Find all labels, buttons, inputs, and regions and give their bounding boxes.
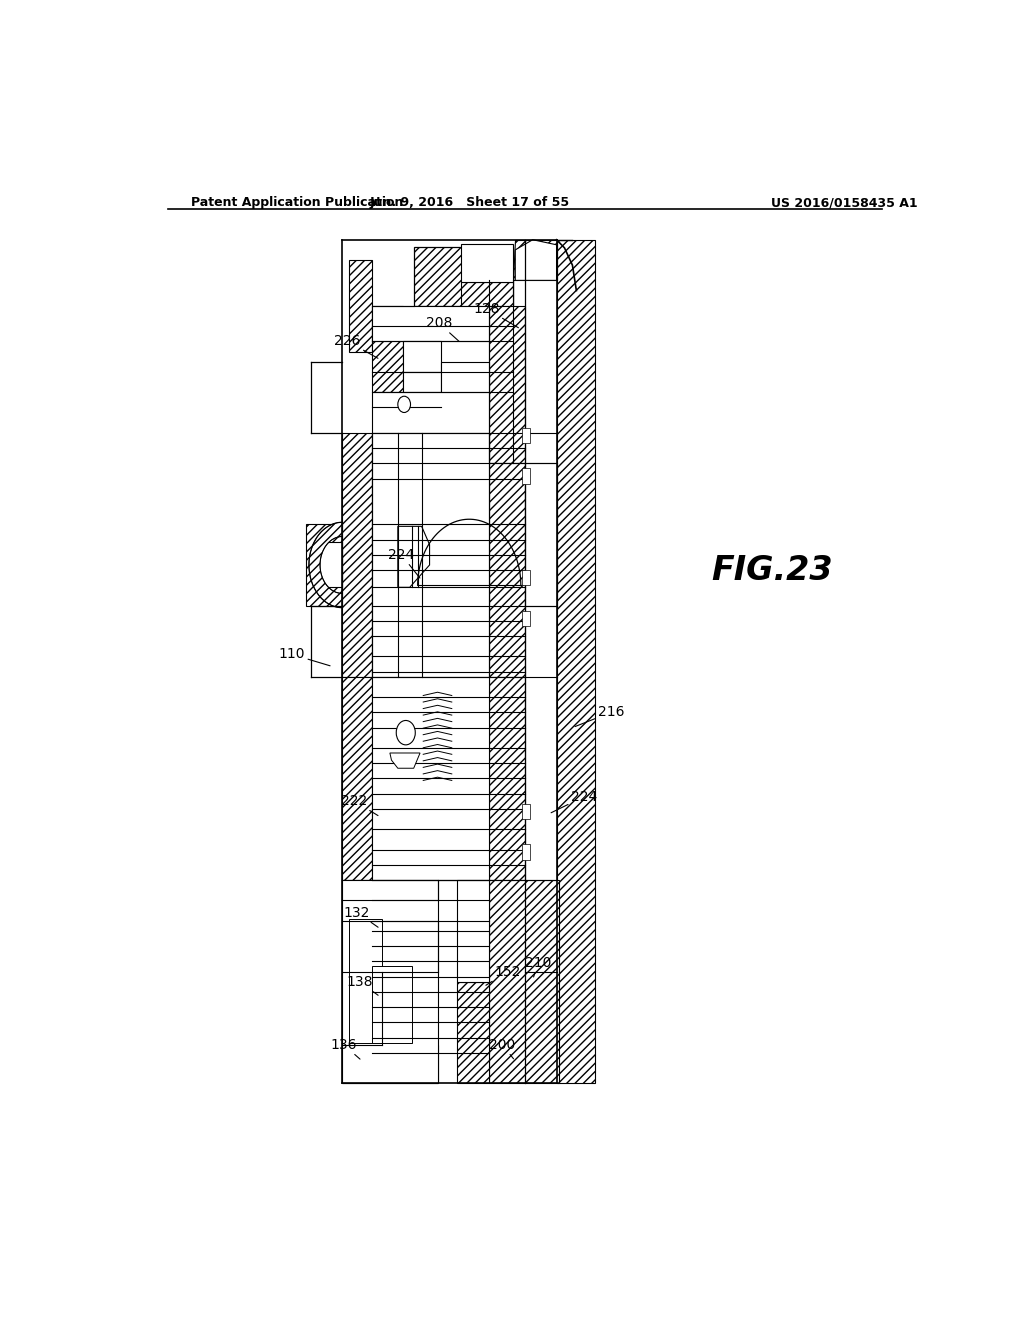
Bar [373, 677, 489, 880]
Polygon shape [406, 515, 422, 527]
Text: 216: 216 [575, 705, 625, 726]
Polygon shape [458, 758, 489, 788]
Bar [373, 392, 489, 433]
Wedge shape [309, 523, 342, 607]
Bar [522, 845, 530, 859]
Text: 224: 224 [388, 548, 420, 578]
Bar [342, 677, 373, 880]
Bar [461, 282, 513, 306]
Bar [342, 880, 373, 919]
Bar [373, 306, 489, 342]
Bar [373, 1007, 412, 1043]
Polygon shape [390, 752, 420, 768]
Bar [522, 611, 530, 626]
Bar [489, 677, 524, 880]
Bar [414, 247, 513, 306]
Text: 200: 200 [489, 1038, 515, 1059]
Text: 226: 226 [334, 334, 378, 358]
Bar [373, 306, 402, 392]
Bar [342, 433, 373, 677]
Bar [342, 1044, 437, 1084]
Bar [348, 919, 382, 972]
Polygon shape [513, 240, 557, 280]
Polygon shape [515, 240, 557, 280]
Text: 136: 136 [331, 1038, 360, 1059]
Bar [524, 463, 557, 606]
Bar [489, 306, 524, 463]
Text: Patent Application Publication: Patent Application Publication [191, 195, 403, 209]
Bar [489, 463, 524, 677]
Text: 138: 138 [346, 974, 378, 995]
Polygon shape [397, 527, 430, 587]
Text: 224: 224 [551, 789, 597, 813]
Polygon shape [386, 708, 418, 727]
Text: 132: 132 [344, 906, 378, 927]
Bar [422, 686, 455, 784]
Bar [373, 966, 412, 1007]
Circle shape [397, 396, 411, 413]
Bar [306, 524, 342, 606]
Bar [373, 941, 412, 966]
Bar [348, 260, 373, 351]
Bar [522, 469, 530, 483]
Bar [441, 362, 489, 408]
Text: 210: 210 [524, 957, 551, 977]
Circle shape [396, 721, 416, 744]
Polygon shape [406, 570, 422, 587]
Text: 152: 152 [485, 965, 521, 985]
Bar [318, 541, 342, 587]
Text: 128: 128 [473, 302, 518, 327]
Bar [522, 570, 530, 585]
Bar [458, 982, 489, 1084]
Bar [373, 433, 489, 677]
Bar [402, 372, 440, 392]
Bar [458, 880, 489, 982]
Polygon shape [458, 697, 489, 727]
Text: 110: 110 [279, 647, 330, 665]
Text: Jun. 9, 2016   Sheet 17 of 55: Jun. 9, 2016 Sheet 17 of 55 [370, 195, 569, 209]
Bar [522, 804, 530, 818]
Text: 222: 222 [341, 793, 378, 816]
Bar [557, 240, 595, 1084]
Bar [461, 244, 513, 282]
Bar [348, 972, 382, 1043]
Text: FIG.23: FIG.23 [712, 553, 833, 586]
Bar [522, 428, 530, 444]
Bar [342, 880, 437, 1084]
Bar [489, 880, 559, 1084]
Text: 208: 208 [426, 315, 459, 342]
Bar [402, 342, 440, 372]
Text: US 2016/0158435 A1: US 2016/0158435 A1 [771, 195, 918, 209]
